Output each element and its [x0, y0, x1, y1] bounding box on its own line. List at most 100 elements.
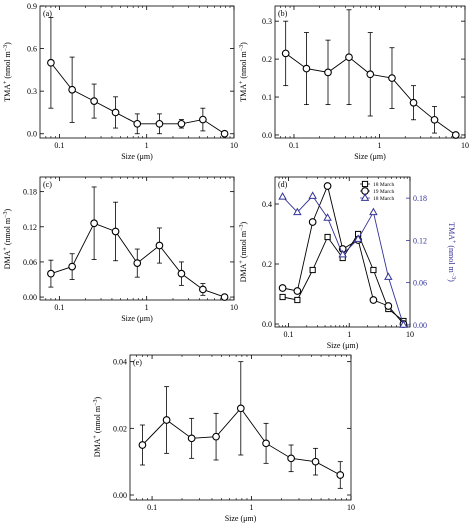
panel-d-y2label-close: ): [447, 279, 456, 282]
panel-c-series-0-point-7: [199, 285, 207, 294]
panel-d-series-2-point-4: [338, 249, 347, 258]
panel-e-ytick-label-2: 0.04: [113, 358, 127, 367]
panel-a-ylabel-sup: +: [3, 80, 9, 84]
panel-d-series-2-point-5: [353, 234, 363, 242]
panel-a: 0.1 1 10 0.0 0.3 0.6 0.9 (a) Size (μm) TMA+(nmol …: [3, 2, 238, 161]
panel-d-ytick-label-0: 0.0: [262, 320, 272, 329]
panel-a-xtick-label-1: 1: [145, 141, 149, 150]
panel-d-series-2-point-6: [369, 207, 378, 216]
panel-b-xtick-label-0: 0.1: [289, 141, 299, 150]
panel-d-series-0-point-0: [279, 293, 286, 301]
panel-d-legend-marker-point-2: [360, 193, 370, 201]
panel-c-series-0-point-1: [68, 262, 76, 271]
panel-e-ylabel-exp: −3: [93, 399, 99, 405]
panel-b-series-0-point-3: [345, 53, 353, 62]
panel-d-y2tick-label-0: 0.00: [413, 321, 427, 330]
panel-a-series-0-point-4: [133, 119, 142, 128]
panel-b-ylabel-sup: +: [239, 80, 245, 84]
panel-d-ylabel-unit: (nmol m: [239, 230, 248, 258]
panel-d-series-2-point-2: [308, 191, 317, 199]
panel-e-ytick-label-0: 0.00: [113, 491, 127, 500]
panel-c-series-0-point-0: [47, 269, 55, 278]
panel-d-ylabel-sup: +: [239, 260, 245, 264]
panel-e-ylabel-sup: +: [93, 435, 99, 439]
panel-a-series-0-point-8: [220, 129, 229, 138]
panel-d-label: (d): [278, 180, 288, 189]
panel-b-series-0-line: [285, 53, 457, 136]
panel-d-series-0-point-2: [309, 266, 316, 274]
panel-b-frame: [274, 5, 466, 139]
panel-d-ytick-label-1: 0.2: [262, 260, 272, 269]
panel-b-ytick-label-3: 0.3: [262, 17, 272, 26]
panel-b-series-0-point-5: [388, 74, 396, 82]
panel-b-ytick-label-1: 0.1: [262, 93, 272, 102]
panel-a-series-0-point-5: [155, 119, 164, 128]
panel-d-xlabel: Size (μm): [327, 341, 359, 350]
panel-d-series-2-point-0: [278, 192, 287, 200]
panel-d-series-2-point-8: [399, 320, 408, 328]
panel-a-ylabel-exp: −3: [3, 45, 9, 51]
panel-a-series-0-point-0: [47, 58, 55, 67]
panel-c-frame: [39, 176, 235, 301]
panel-d-series-0-point-1: [294, 296, 301, 304]
panel-d-series-2-point-3: [323, 213, 332, 221]
panel-d-legend-marker-point-1: [361, 187, 369, 195]
panel-d-frame: [274, 176, 411, 328]
panel-d-y2tick-label-2: 0.12: [413, 236, 427, 245]
panel-e-series-0: [138, 361, 345, 489]
panel-c-ylabel: DMA+ (nmol m−3): [3, 208, 12, 269]
panel-d-ylabel-close: ): [239, 221, 248, 224]
panel-a-label: (a): [43, 9, 52, 18]
panel-a-ylabel-main: TMA: [3, 84, 12, 102]
panel-c-xtick-label-0: 0.1: [54, 303, 64, 312]
panel-a-ytick-label-0: 0.0: [27, 130, 37, 139]
panel-d-legend-label-2: 18 March: [373, 196, 394, 202]
panel-a-frame: [39, 5, 235, 139]
panel-e-ylabel-main: DMA: [93, 438, 102, 457]
panel-a-series-0-point-2: [90, 97, 98, 105]
panel-d-legend-label-0: 18 March: [373, 182, 394, 188]
panel-d-y2label-main: TMA: [447, 222, 456, 240]
panel-c-ylabel-close: ): [3, 208, 12, 211]
panel-d: 0.1 1 100.00.20.40.000.060.120.18TMA+(nmol…: [239, 176, 456, 350]
panel-a-ylabel-close: ): [3, 42, 12, 45]
panel-c-series-0-point-8: [220, 293, 229, 301]
panel-a-ytick-label-3: 0.9: [27, 2, 37, 11]
panel-e-series-0-point-6: [287, 454, 295, 463]
panel-d-xtick-label-0: 0.1: [283, 330, 293, 339]
panel-c-ylabel-exp: −3: [3, 211, 9, 217]
panel-a-xlabel: Size (μm): [121, 152, 153, 161]
panel-d-xtick-label-1: 1: [347, 330, 351, 339]
panel-c-label: (c): [43, 180, 52, 189]
panel-d-ylabel: DMA+ (nmol m−3): [239, 221, 248, 282]
panel-b: 0.1 1 10 0.0 0.1 0.2 0.3 (b) Size (μm) TMA+(nmol …: [239, 5, 469, 161]
panel-e-ylabel: DMA+ (nmol m−3): [93, 396, 102, 457]
panel-d-series-0-point-6: [370, 266, 377, 274]
panel-d-y2tick-label-1: 0.06: [413, 279, 427, 288]
panel-b-series-0-point-0: [281, 49, 290, 58]
panel-b-ytick-label-0: 0.0: [262, 131, 272, 140]
panel-e-series-0-point-4: [236, 404, 245, 413]
panel-c-ytick-label-3: 0.18: [23, 188, 37, 197]
panel-a-ylabel-unit: (nmol m: [3, 51, 12, 79]
panel-b-series-0-point-1: [302, 64, 311, 73]
panel-d-y2label-exp: −3: [450, 273, 456, 279]
panel-d-ytick-label-2: 0.4: [262, 200, 272, 209]
panel-c-ytick-label-1: 0.06: [23, 258, 37, 267]
panel-c-xlabel: Size (μm): [121, 314, 153, 323]
panel-d-xtick-label-2: 10: [406, 330, 414, 339]
panel-d-legend-label-1: 19 March: [373, 189, 394, 195]
panel-e-ylabel-close: ): [93, 396, 102, 399]
panel-a-series-0-point-1: [68, 85, 76, 94]
panel-e-xtick-label-2: 10: [347, 503, 355, 512]
panel-c-ytick-label-2: 0.12: [23, 223, 37, 232]
panel-d-series-2-point-7: [384, 272, 393, 280]
panel-d-series-1-point-1: [293, 287, 302, 295]
panel-a-series-0-point-7: [199, 115, 207, 124]
panel-c-ylabel-unit: (nmol m: [3, 217, 12, 245]
panel-a-series-0-point-3: [111, 108, 120, 117]
panel-b-ylabel-exp: −3: [239, 45, 245, 51]
panel-b-series-0-point-4: [366, 70, 375, 79]
panel-c-series-0-point-3: [111, 227, 120, 236]
